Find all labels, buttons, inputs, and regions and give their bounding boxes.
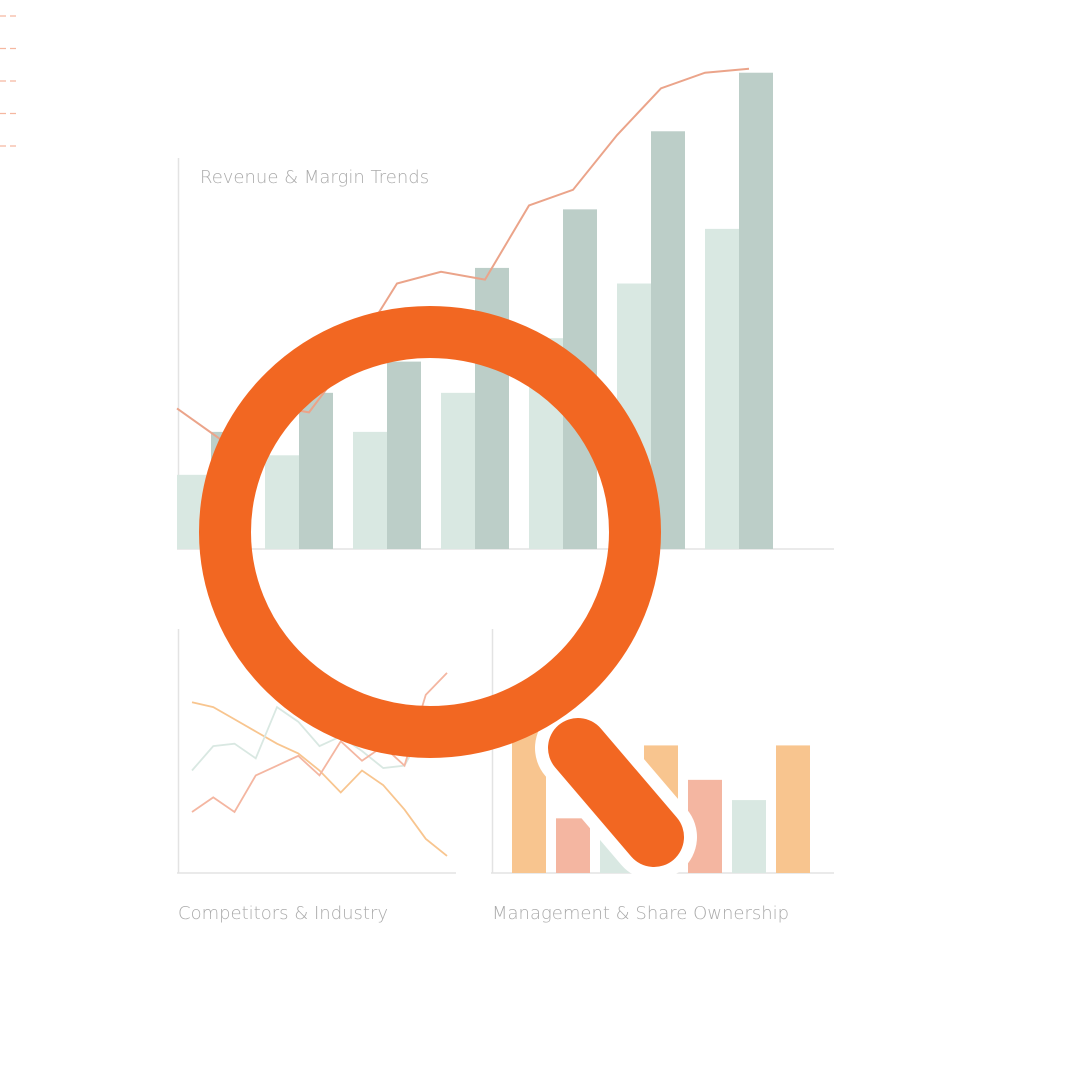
chart-title: Management & Share Ownership — [492, 903, 789, 924]
bar — [265, 455, 299, 549]
bar — [441, 393, 475, 549]
bar — [475, 268, 509, 549]
bar — [387, 362, 421, 549]
bar — [776, 745, 810, 873]
chart-title: Competitors & Industry — [178, 903, 388, 924]
decorative-dashes — [0, 16, 20, 146]
bar — [705, 229, 739, 549]
bar — [732, 800, 766, 873]
bar — [353, 432, 387, 549]
bar — [299, 393, 333, 549]
bar — [556, 818, 590, 873]
revenue-margin-chart: Revenue & Margin Trends — [177, 69, 834, 549]
magnifying-glass-icon — [225, 332, 654, 837]
bar — [739, 73, 773, 549]
chart-title: Revenue & Margin Trends — [200, 167, 429, 188]
